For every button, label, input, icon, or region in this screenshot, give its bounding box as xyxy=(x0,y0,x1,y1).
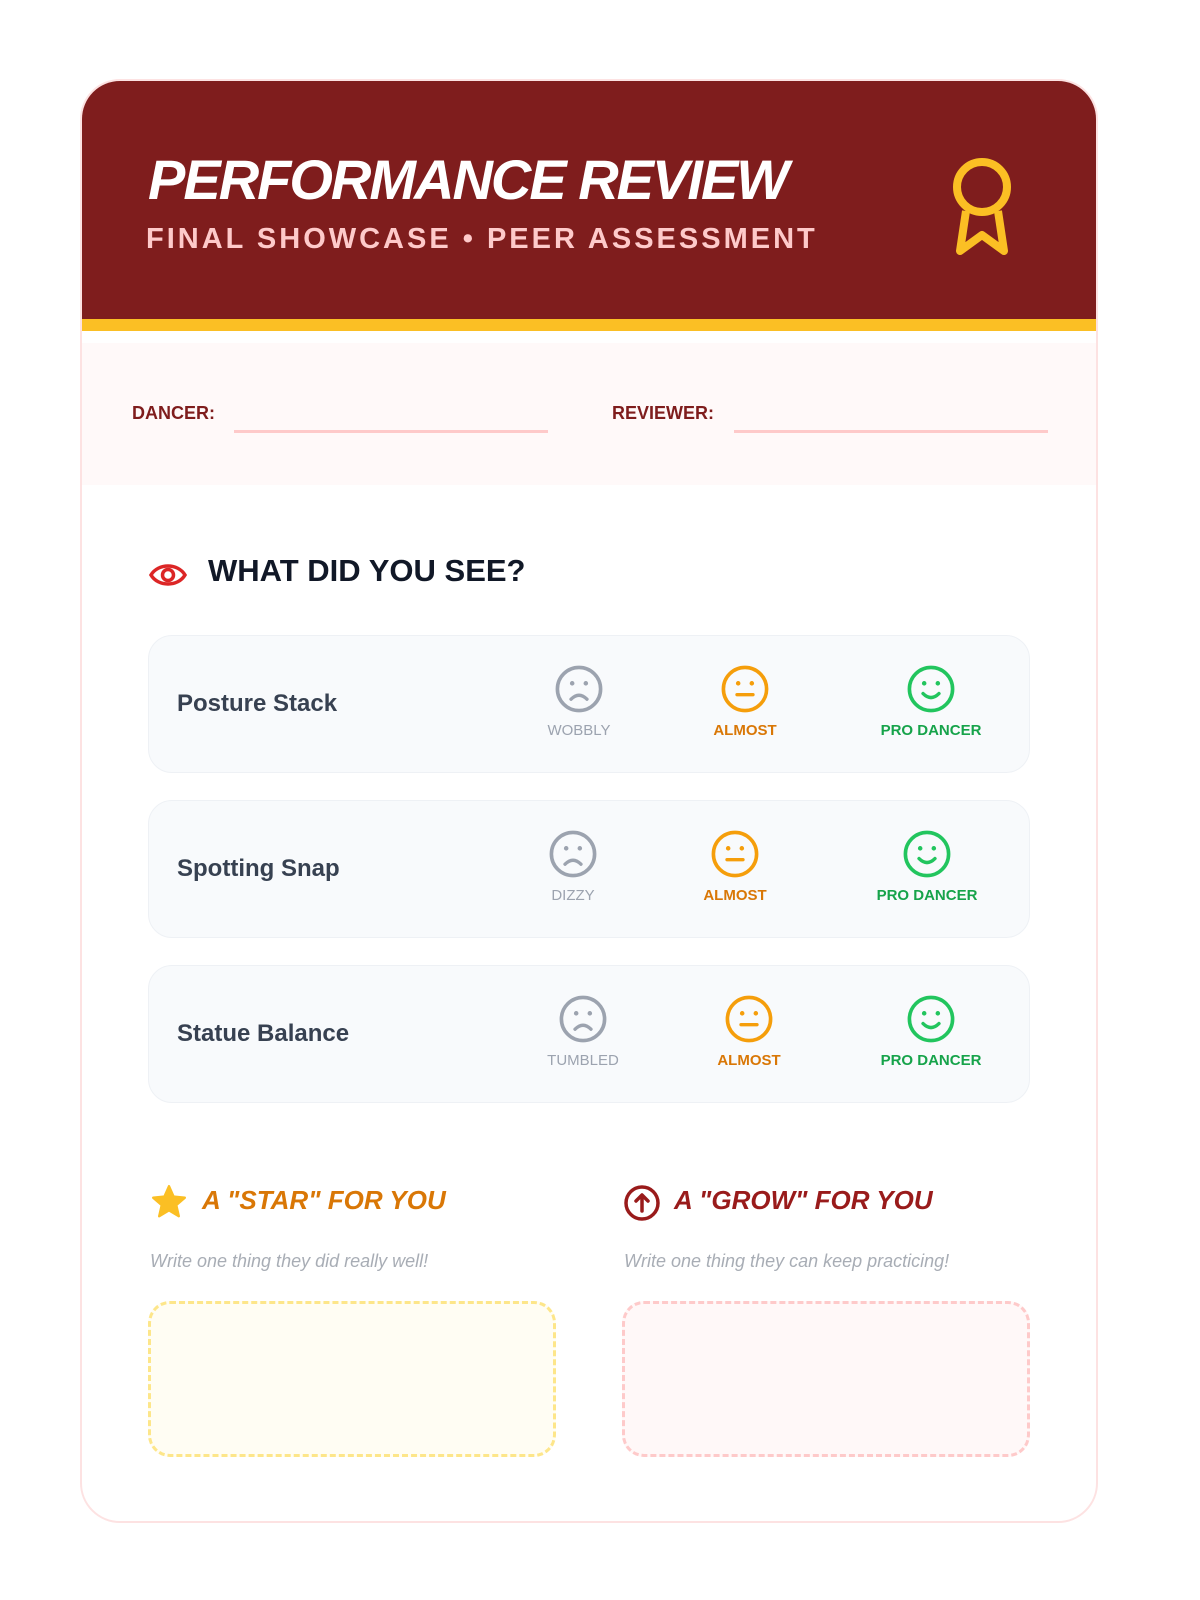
grow-title: A "GROW" FOR YOU xyxy=(674,1185,933,1215)
sad-face-icon xyxy=(549,830,597,878)
rating-label: TUMBLED xyxy=(547,1052,619,1069)
rating-option[interactable]: ALMOST xyxy=(675,664,815,739)
names-section: DANCER: REVIEWER: xyxy=(82,343,1096,485)
page-title: PERFORMANCE REVIEW xyxy=(148,148,789,211)
rating-label: WOBBLY xyxy=(547,722,611,739)
rating-label: PRO DANCER xyxy=(880,722,982,739)
grow-input[interactable] xyxy=(622,1301,1030,1457)
page-subtitle: FINAL SHOWCASE • PEER ASSESSMENT xyxy=(146,223,818,255)
award-ribbon-icon xyxy=(953,158,1011,255)
star-hint: Write one thing they did really well! xyxy=(150,1251,429,1271)
header: PERFORMANCE REVIEW FINAL SHOWCASE • PEER… xyxy=(82,81,1096,331)
dancer-label: DANCER: xyxy=(132,403,215,423)
star-title: A "STAR" FOR YOU xyxy=(202,1185,446,1215)
criteria-label: Posture Stack xyxy=(177,690,338,717)
rating-option[interactable]: DIZZY xyxy=(503,829,643,904)
rating-label: ALMOST xyxy=(717,1052,781,1069)
review-card: PERFORMANCE REVIEW FINAL SHOWCASE • PEER… xyxy=(80,79,1098,1523)
arrow-up-circle-icon xyxy=(624,1185,660,1221)
criteria-label: Statue Balance xyxy=(177,1020,350,1047)
rating-option[interactable]: WOBBLY xyxy=(509,664,649,739)
reviewer-label: REVIEWER: xyxy=(612,403,715,423)
sad-face-icon xyxy=(559,995,607,1043)
happy-face-icon xyxy=(907,995,955,1043)
criteria-row: Statue Balance TUMBLED ALMOST xyxy=(148,965,1030,1103)
rating-label: PRO DANCER xyxy=(876,887,978,904)
neutral-face-icon xyxy=(721,665,769,713)
neutral-face-icon xyxy=(711,830,759,878)
rating-label: DIZZY xyxy=(551,887,595,904)
eye-icon xyxy=(148,564,188,586)
criteria-row: Spotting Snap DIZZY ALMOST xyxy=(148,800,1030,938)
rating-option[interactable]: TUMBLED xyxy=(513,994,653,1069)
rating-option[interactable]: PRO DANCER xyxy=(861,994,1001,1069)
grow-hint: Write one thing they can keep practicing… xyxy=(624,1251,950,1271)
sad-face-icon xyxy=(555,665,603,713)
reviewer-field[interactable] xyxy=(734,430,1048,433)
rating-option[interactable]: PRO DANCER xyxy=(861,664,1001,739)
criteria-row: Posture Stack WOBBLY ALMOST xyxy=(148,635,1030,773)
rating-label: PRO DANCER xyxy=(880,1052,982,1069)
rating-option[interactable]: ALMOST xyxy=(679,994,819,1069)
happy-face-icon xyxy=(903,830,951,878)
section-title: WHAT DID YOU SEE? xyxy=(208,553,526,588)
rating-label: ALMOST xyxy=(703,887,767,904)
neutral-face-icon xyxy=(725,995,773,1043)
star-input[interactable] xyxy=(148,1301,556,1457)
rating-option[interactable]: PRO DANCER xyxy=(857,829,997,904)
happy-face-icon xyxy=(907,665,955,713)
dancer-field[interactable] xyxy=(234,430,548,433)
rating-label: ALMOST xyxy=(713,722,777,739)
rating-option[interactable]: ALMOST xyxy=(665,829,805,904)
star-icon xyxy=(151,1184,187,1218)
criteria-label: Spotting Snap xyxy=(177,855,340,882)
